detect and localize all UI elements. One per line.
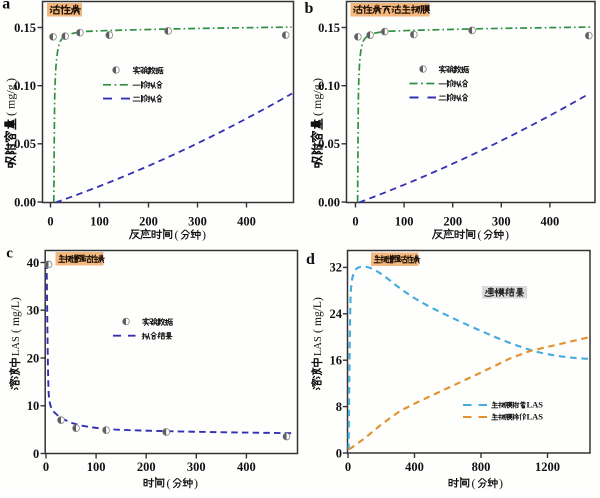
svg-text:0: 0 bbox=[345, 460, 351, 474]
svg-text:1200: 1200 bbox=[535, 460, 560, 474]
svg-text:0.10: 0.10 bbox=[14, 79, 36, 93]
svg-text:(: ( bbox=[4, 112, 18, 116]
svg-text:): ) bbox=[505, 228, 509, 242]
svg-text:10: 10 bbox=[27, 399, 40, 413]
svg-text:0.10: 0.10 bbox=[318, 79, 340, 93]
svg-text:c: c bbox=[6, 246, 13, 262]
svg-text:a: a bbox=[2, 0, 10, 13]
svg-text:0.15: 0.15 bbox=[318, 21, 340, 35]
svg-text:b: b bbox=[305, 0, 314, 17]
svg-text:200: 200 bbox=[137, 460, 156, 474]
svg-text:LAS: LAS bbox=[527, 412, 544, 422]
svg-text:400: 400 bbox=[541, 215, 560, 229]
svg-text:0.00: 0.00 bbox=[14, 195, 36, 209]
svg-text:20: 20 bbox=[27, 351, 40, 365]
svg-text:0.05: 0.05 bbox=[14, 137, 36, 151]
svg-text:16: 16 bbox=[330, 354, 343, 368]
svg-text:d: d bbox=[306, 251, 315, 268]
svg-text:0.05: 0.05 bbox=[318, 137, 340, 151]
svg-text:LAS: LAS bbox=[11, 336, 22, 356]
svg-text:): ) bbox=[10, 297, 22, 301]
svg-text:800: 800 bbox=[472, 460, 491, 474]
svg-text:0: 0 bbox=[43, 460, 49, 474]
svg-text:300: 300 bbox=[187, 460, 206, 474]
svg-text:400: 400 bbox=[237, 215, 256, 229]
svg-text:(: ( bbox=[478, 228, 482, 242]
svg-text:8: 8 bbox=[336, 400, 342, 414]
svg-text:100: 100 bbox=[395, 215, 414, 229]
svg-text:): ) bbox=[499, 476, 503, 490]
svg-text:400: 400 bbox=[405, 460, 424, 474]
svg-text:0: 0 bbox=[47, 215, 53, 229]
svg-text:400: 400 bbox=[237, 460, 256, 474]
svg-text:(: ( bbox=[472, 476, 476, 490]
svg-text:0: 0 bbox=[33, 447, 39, 461]
svg-text:LAS: LAS bbox=[313, 336, 324, 356]
svg-text:200: 200 bbox=[139, 215, 158, 229]
svg-text:mg/L: mg/L bbox=[10, 301, 22, 326]
svg-text:LAS: LAS bbox=[527, 400, 544, 410]
svg-text:32: 32 bbox=[330, 261, 343, 275]
svg-text:40: 40 bbox=[27, 256, 40, 270]
svg-text:(: ( bbox=[175, 228, 179, 242]
svg-text:100: 100 bbox=[87, 460, 106, 474]
svg-text:(: ( bbox=[312, 329, 324, 333]
svg-text:0: 0 bbox=[336, 446, 342, 460]
svg-text:300: 300 bbox=[188, 215, 207, 229]
svg-text:(: ( bbox=[167, 476, 171, 490]
svg-text:mg/g: mg/g bbox=[4, 84, 18, 109]
svg-text:100: 100 bbox=[90, 215, 109, 229]
svg-text:200: 200 bbox=[443, 215, 462, 229]
svg-text:0.15: 0.15 bbox=[14, 21, 36, 35]
svg-text:): ) bbox=[312, 297, 324, 301]
svg-text:): ) bbox=[202, 228, 206, 242]
svg-text:): ) bbox=[310, 78, 324, 82]
svg-text:24: 24 bbox=[330, 307, 343, 321]
svg-text:30: 30 bbox=[27, 304, 40, 318]
svg-text:mg/L: mg/L bbox=[312, 301, 324, 326]
svg-text:): ) bbox=[194, 476, 198, 490]
svg-text:300: 300 bbox=[492, 215, 511, 229]
svg-text:0: 0 bbox=[352, 215, 358, 229]
svg-text:(: ( bbox=[310, 112, 324, 116]
svg-text:(: ( bbox=[10, 329, 22, 333]
svg-text:): ) bbox=[4, 78, 18, 82]
svg-text:0.00: 0.00 bbox=[318, 195, 340, 209]
svg-text:mg/g: mg/g bbox=[310, 84, 324, 109]
